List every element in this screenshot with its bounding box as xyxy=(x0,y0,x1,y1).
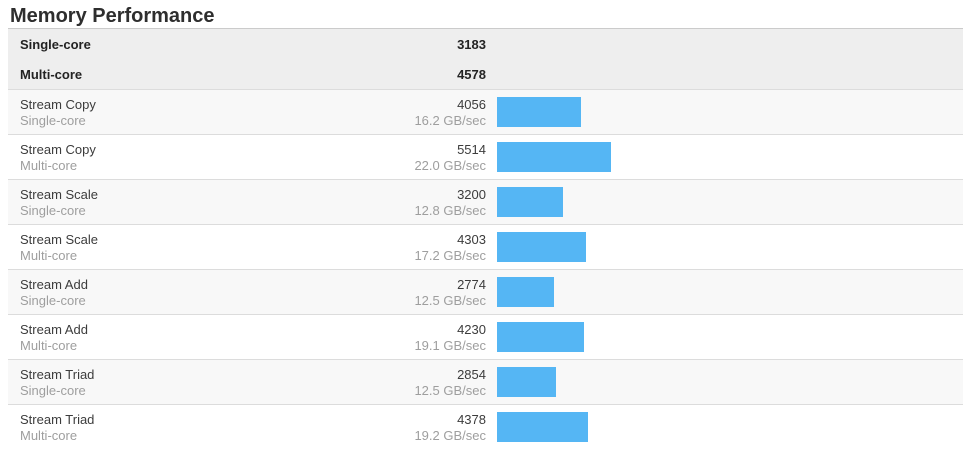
benchmark-row-stream-scale-single: Stream Scale Single-core 3200 12.8 GB/se… xyxy=(8,179,963,224)
summary-label: Multi-core xyxy=(20,66,83,82)
section-title: Memory Performance xyxy=(10,5,215,27)
summary-row-multi-core: Multi-core 4578 xyxy=(8,59,963,89)
test-name: Stream Scale xyxy=(20,186,99,202)
summary-score: 3183 xyxy=(457,36,486,52)
test-name-cell: Stream Copy Single-core xyxy=(20,90,336,134)
test-mode: Single-core xyxy=(20,382,86,398)
test-value-cell: 2774 12.5 GB/sec xyxy=(336,270,486,314)
score-bar xyxy=(497,367,556,397)
test-throughput: 16.2 GB/sec xyxy=(414,112,486,128)
test-name-cell: Stream Triad Single-core xyxy=(20,360,336,404)
test-mode: Multi-core xyxy=(20,427,78,443)
test-throughput: 19.1 GB/sec xyxy=(414,337,486,353)
test-name: Stream Triad xyxy=(20,366,95,382)
test-value-cell: 5514 22.0 GB/sec xyxy=(336,135,486,179)
test-name: Stream Copy xyxy=(20,141,96,157)
test-name: Stream Copy xyxy=(20,96,96,112)
test-mode: Single-core xyxy=(20,292,86,308)
bar-cell xyxy=(486,90,963,134)
benchmark-row-stream-add-multi: Stream Add Multi-core 4230 19.1 GB/sec xyxy=(8,314,963,359)
summary-label: Single-core xyxy=(20,36,91,52)
test-name-cell: Stream Add Single-core xyxy=(20,270,336,314)
test-name: Stream Add xyxy=(20,276,88,292)
results-table: Single-core 3183 Multi-core 4578 Stream … xyxy=(8,28,963,449)
test-mode: Multi-core xyxy=(20,157,78,173)
test-value-cell: 2854 12.5 GB/sec xyxy=(336,360,486,404)
test-throughput: 12.8 GB/sec xyxy=(414,202,486,218)
test-score: 2854 xyxy=(457,366,486,382)
test-mode: Single-core xyxy=(20,112,86,128)
test-mode: Multi-core xyxy=(20,247,78,263)
test-throughput: 12.5 GB/sec xyxy=(414,382,486,398)
benchmark-row-stream-copy-multi: Stream Copy Multi-core 5514 22.0 GB/sec xyxy=(8,134,963,179)
test-name-cell: Stream Add Multi-core xyxy=(20,315,336,359)
benchmark-row-stream-triad-single: Stream Triad Single-core 2854 12.5 GB/se… xyxy=(8,359,963,404)
test-mode: Multi-core xyxy=(20,337,78,353)
summary-row-single-core: Single-core 3183 xyxy=(8,29,963,59)
bar-cell xyxy=(486,360,963,404)
test-score: 4056 xyxy=(457,96,486,112)
bar-cell xyxy=(486,225,963,269)
bar-cell xyxy=(486,405,963,449)
test-name-cell: Stream Copy Multi-core xyxy=(20,135,336,179)
benchmark-rows: Stream Copy Single-core 4056 16.2 GB/sec… xyxy=(8,89,963,449)
test-mode: Single-core xyxy=(20,202,86,218)
test-name-cell: Stream Scale Single-core xyxy=(20,180,336,224)
benchmark-row-stream-copy-single: Stream Copy Single-core 4056 16.2 GB/sec xyxy=(8,89,963,134)
test-name-cell: Stream Scale Multi-core xyxy=(20,225,336,269)
test-value-cell: 4378 19.2 GB/sec xyxy=(336,405,486,449)
score-bar xyxy=(497,187,563,217)
test-score: 4230 xyxy=(457,321,486,337)
bar-cell xyxy=(486,315,963,359)
test-name-cell: Stream Triad Multi-core xyxy=(20,405,336,449)
summary-block: Single-core 3183 Multi-core 4578 xyxy=(8,29,963,89)
test-score: 3200 xyxy=(457,186,486,202)
test-name: Stream Triad xyxy=(20,411,95,427)
test-score: 4303 xyxy=(457,231,486,247)
test-name: Stream Add xyxy=(20,321,88,337)
score-bar xyxy=(497,322,584,352)
benchmark-row-stream-triad-multi: Stream Triad Multi-core 4378 19.2 GB/sec xyxy=(8,404,963,449)
benchmark-row-stream-scale-multi: Stream Scale Multi-core 4303 17.2 GB/sec xyxy=(8,224,963,269)
bar-cell xyxy=(486,180,963,224)
summary-score: 4578 xyxy=(457,66,486,82)
test-score: 4378 xyxy=(457,411,486,427)
test-value-cell: 3200 12.8 GB/sec xyxy=(336,180,486,224)
test-throughput: 19.2 GB/sec xyxy=(414,427,486,443)
bar-cell xyxy=(486,135,963,179)
benchmark-row-stream-add-single: Stream Add Single-core 2774 12.5 GB/sec xyxy=(8,269,963,314)
score-bar xyxy=(497,412,588,442)
test-name: Stream Scale xyxy=(20,231,99,247)
test-score: 2774 xyxy=(457,276,486,292)
test-throughput: 17.2 GB/sec xyxy=(414,247,486,263)
test-value-cell: 4056 16.2 GB/sec xyxy=(336,90,486,134)
test-value-cell: 4230 19.1 GB/sec xyxy=(336,315,486,359)
test-throughput: 22.0 GB/sec xyxy=(414,157,486,173)
score-bar xyxy=(497,142,611,172)
bar-cell xyxy=(486,270,963,314)
score-bar xyxy=(497,277,554,307)
test-value-cell: 4303 17.2 GB/sec xyxy=(336,225,486,269)
score-bar xyxy=(497,232,586,262)
score-bar xyxy=(497,97,581,127)
test-throughput: 12.5 GB/sec xyxy=(414,292,486,308)
test-score: 5514 xyxy=(457,141,486,157)
